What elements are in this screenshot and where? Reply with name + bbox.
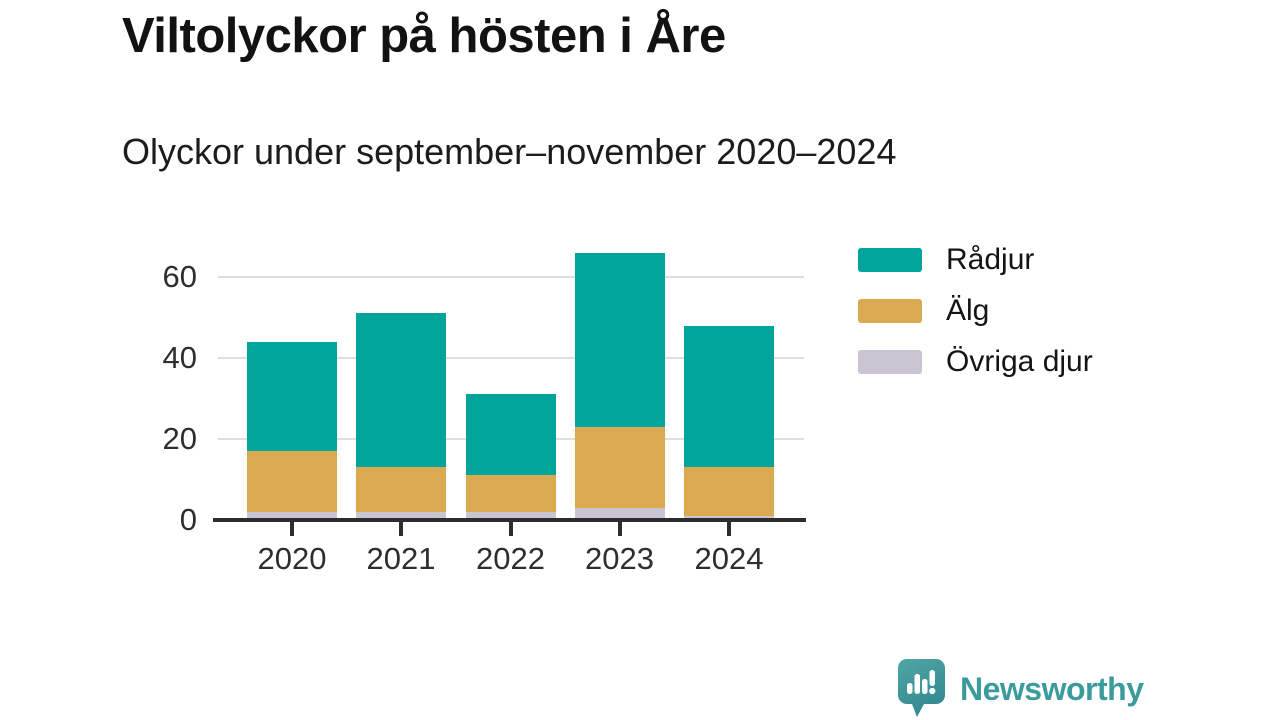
bar-segment-älg [247, 451, 337, 512]
bar-segment-älg [465, 475, 556, 512]
x-tick-mark [617, 521, 622, 536]
bar-segment-älg [356, 467, 446, 512]
x-tick-mark [727, 521, 731, 536]
legend-item: Övriga djur [858, 344, 1093, 380]
x-tick-label: 2020 [257, 541, 327, 576]
bar-segment-övriga-djur [247, 511, 337, 520]
legend-item: Älg [858, 293, 989, 329]
bar-segment-rådjur [247, 341, 337, 452]
y-tick-label: 40 [162, 340, 197, 375]
bar-segment-rådjur [465, 394, 556, 476]
bar-segment-älg [574, 426, 665, 508]
grid-line [218, 276, 804, 278]
bar-segment-älg [684, 467, 774, 516]
brand-name: Newsworthy [960, 670, 1144, 707]
bar-segment-rådjur [356, 313, 446, 468]
newsworthy-bubble-icon [898, 659, 945, 717]
bar-segment-övriga-djur [465, 511, 556, 520]
legend-item: Rådjur [858, 242, 1034, 278]
legend-label: Rådjur [946, 243, 1035, 276]
x-tick-label: 2021 [366, 541, 436, 576]
x-tick-label: 2024 [694, 541, 764, 576]
chart-subtitle: Olyckor under september–november 2020–20… [122, 131, 897, 172]
bar-segment-rådjur [684, 325, 774, 468]
y-tick-label: 0 [179, 502, 197, 537]
x-tick-mark [290, 521, 294, 536]
x-tick-mark [399, 521, 403, 536]
x-tick-label: 2023 [585, 541, 654, 576]
brand-logo: Newsworthy [897, 658, 1144, 720]
y-tick-label: 20 [162, 421, 197, 456]
legend-swatch [858, 350, 922, 374]
chart-title: Viltolyckor på hösten i Åre [122, 9, 726, 63]
y-tick-label: 60 [162, 259, 197, 294]
bar-segment-övriga-djur [684, 515, 774, 520]
bar-segment-övriga-djur [356, 511, 446, 520]
legend-label: Älg [946, 294, 990, 327]
legend-swatch [858, 299, 922, 323]
legend-swatch [858, 248, 922, 272]
grid-line [218, 357, 804, 359]
x-tick-mark [508, 521, 513, 536]
bar-segment-övriga-djur [574, 507, 665, 520]
bar-segment-rådjur [574, 252, 665, 427]
legend-label: Övriga djur [946, 345, 1093, 378]
x-axis-line [213, 518, 806, 522]
x-tick-label: 2022 [476, 541, 545, 576]
